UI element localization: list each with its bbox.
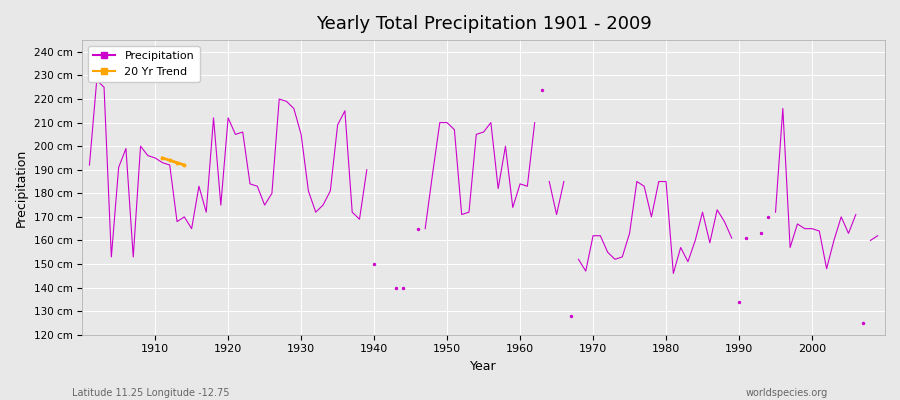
Point [367,261,382,267]
Point [564,313,579,319]
Y-axis label: Precipitation: Precipitation [15,148,28,226]
Point [739,235,753,241]
Point [170,160,184,166]
Point [163,157,177,164]
Point [177,162,192,168]
Point [856,320,870,326]
Point [535,86,549,93]
Title: Yearly Total Precipitation 1901 - 2009: Yearly Total Precipitation 1901 - 2009 [316,15,652,33]
Point [155,155,169,161]
Point [753,230,768,236]
Text: Latitude 11.25 Longitude -12.75: Latitude 11.25 Longitude -12.75 [72,388,230,398]
Legend: Precipitation, 20 Yr Trend: Precipitation, 20 Yr Trend [87,46,200,82]
Point [761,214,776,220]
X-axis label: Year: Year [471,360,497,373]
Text: worldspecies.org: worldspecies.org [746,388,828,398]
Point [732,298,746,305]
Point [396,284,410,291]
Point [389,284,403,291]
Point [410,226,425,232]
